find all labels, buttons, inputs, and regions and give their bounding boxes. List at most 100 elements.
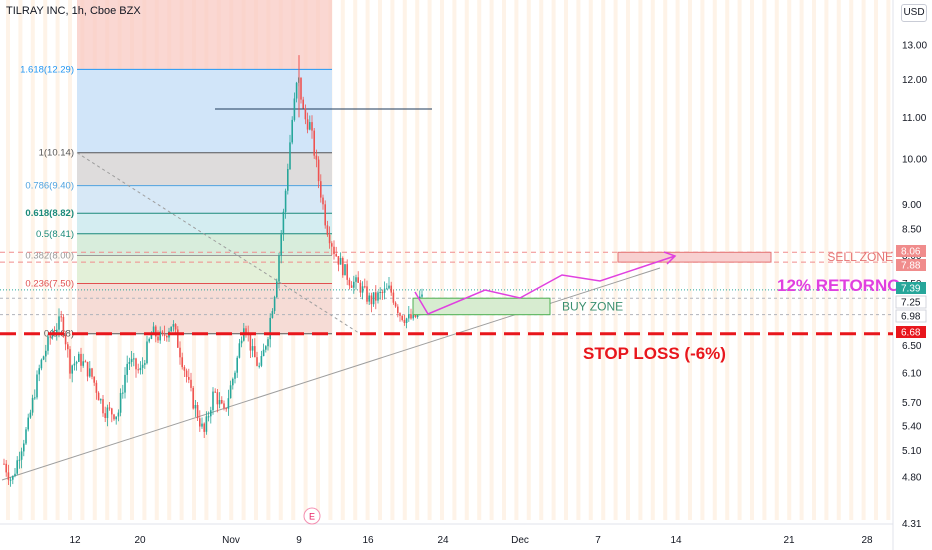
- x-tick-label: 16: [362, 535, 374, 546]
- candle-body: [383, 288, 386, 293]
- candle-body: [364, 286, 366, 288]
- candle-body: [161, 331, 164, 334]
- candle-body: [326, 225, 329, 235]
- candle-body: [324, 204, 326, 226]
- candle-body: [159, 331, 161, 341]
- earnings-event-label: E: [309, 512, 315, 522]
- candle-body: [60, 316, 62, 318]
- candle-body: [256, 357, 258, 366]
- candle-body: [212, 391, 214, 411]
- candle-body: [152, 326, 155, 334]
- candle-body: [271, 311, 274, 318]
- candle-body: [126, 363, 128, 375]
- candle-body: [293, 98, 296, 120]
- candle-body: [146, 341, 148, 364]
- candle-body: [357, 277, 359, 283]
- currency-button[interactable]: USD: [901, 4, 927, 22]
- candle-body: [100, 399, 102, 401]
- candle-body: [14, 473, 16, 476]
- candle-body: [366, 286, 368, 302]
- candle-body: [205, 416, 208, 432]
- x-tick-label: 9: [296, 535, 302, 546]
- candle-body: [124, 374, 126, 393]
- session-stripe: [799, 0, 804, 520]
- candle-body: [84, 361, 87, 363]
- session-stripe: [353, 0, 358, 520]
- candle-body: [269, 317, 271, 340]
- y-tick-label: 6.10: [902, 369, 922, 380]
- session-stripe: [6, 0, 10, 520]
- earnings-event-icon: [303, 507, 321, 525]
- candle-body: [23, 443, 25, 452]
- candle-body: [302, 99, 304, 109]
- candle-body: [245, 328, 247, 334]
- candle-body: [64, 334, 67, 345]
- session-stripe: [551, 0, 556, 520]
- candle-body: [214, 391, 216, 393]
- candle-body: [203, 423, 205, 432]
- candle-body: [115, 416, 117, 420]
- candle-body: [27, 417, 29, 430]
- candle-body: [306, 119, 309, 130]
- fib-band: [77, 213, 332, 234]
- target-return-label: 12% RETORNO: [777, 276, 900, 295]
- candle-body: [295, 82, 298, 99]
- session-stripe: [489, 0, 494, 520]
- candle-body: [56, 329, 58, 333]
- candle-body: [78, 353, 80, 362]
- candle-body: [353, 281, 355, 288]
- candle-body: [190, 379, 192, 388]
- fib-level-label: 1.618(12.29): [20, 64, 74, 75]
- candle-body: [401, 315, 403, 320]
- candle-body: [397, 306, 399, 314]
- price-tag: [895, 295, 927, 309]
- candle-body: [49, 336, 51, 338]
- candle-body: [372, 292, 375, 305]
- fib-level-label: 0.382(8.00): [25, 251, 74, 262]
- candle-body: [91, 368, 93, 377]
- candle-body: [260, 356, 263, 366]
- candle-body: [313, 130, 315, 156]
- candle-body: [137, 369, 139, 371]
- candle-body: [45, 350, 47, 357]
- candle-body: [172, 324, 175, 327]
- candle-body: [12, 476, 14, 480]
- x-tick-label: Nov: [222, 535, 240, 546]
- x-tick-label: 7: [595, 535, 601, 546]
- y-tick-label: 5.40: [902, 421, 922, 432]
- candle-body: [34, 397, 36, 399]
- session-stripe: [576, 0, 581, 520]
- y-tick-label: 10.00: [902, 154, 927, 165]
- candle-body: [201, 423, 203, 427]
- candle-body: [93, 376, 95, 383]
- fib-level-label: 0.236(7.50): [25, 279, 74, 290]
- fib-level-label: 0.786(9.40): [25, 181, 74, 192]
- candle-body: [405, 318, 408, 323]
- session-stripe: [874, 0, 878, 520]
- candle-body: [150, 333, 153, 339]
- session-stripe: [30, 0, 35, 520]
- candle-body: [287, 169, 289, 191]
- candle-body: [20, 451, 23, 460]
- candle-body: [221, 400, 223, 404]
- session-stripe: [861, 0, 866, 520]
- candle-body: [234, 372, 236, 379]
- candle-body: [80, 353, 82, 366]
- y-tick-label: 13.00: [902, 41, 927, 52]
- candle-body: [337, 256, 340, 265]
- candle-body: [379, 292, 381, 293]
- candle-body: [232, 378, 234, 386]
- candle-body: [108, 407, 111, 409]
- session-stripe: [601, 0, 606, 520]
- candle-body: [42, 356, 45, 360]
- fib-trend-line: [76, 152, 361, 335]
- candle-body: [71, 365, 73, 374]
- candle-body: [408, 314, 410, 319]
- candle-body: [130, 358, 133, 362]
- candle-body: [346, 264, 348, 280]
- candle-body: [394, 302, 397, 307]
- candle-body: [229, 385, 232, 399]
- candle-body: [421, 294, 423, 297]
- candle-body: [166, 335, 168, 338]
